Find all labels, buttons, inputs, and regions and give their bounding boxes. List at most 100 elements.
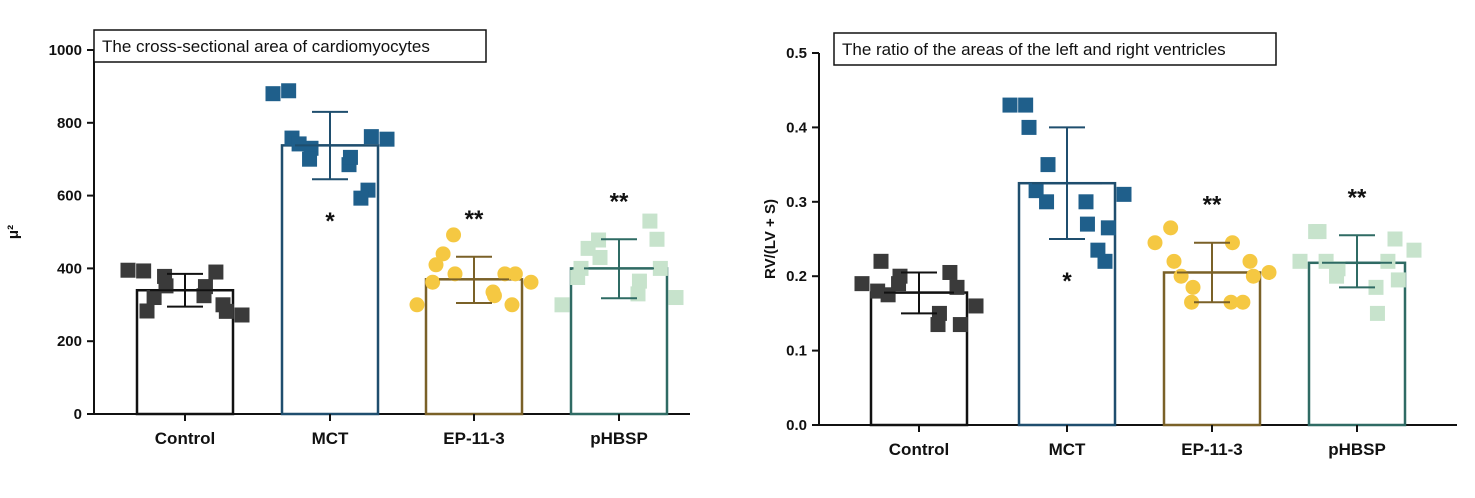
data-point bbox=[642, 213, 658, 229]
data-point bbox=[1002, 97, 1018, 113]
data-point bbox=[197, 279, 213, 295]
y-axis-label: RV/(LV + S) bbox=[762, 199, 779, 279]
data-point bbox=[1163, 220, 1179, 236]
y-tick-label: 0.5 bbox=[786, 45, 807, 62]
data-point bbox=[446, 227, 462, 243]
data-point bbox=[507, 266, 523, 282]
x-tick-label: EP-11-3 bbox=[1181, 440, 1242, 459]
y-axis-label: μ² bbox=[5, 225, 22, 239]
data-point bbox=[1173, 268, 1189, 284]
y-tick-label: 0 bbox=[74, 406, 82, 423]
data-point bbox=[1387, 231, 1403, 247]
data-point bbox=[1039, 194, 1055, 210]
data-point bbox=[291, 136, 307, 152]
data-point bbox=[234, 307, 250, 323]
y-tick-label: 600 bbox=[57, 188, 82, 205]
data-point bbox=[968, 298, 984, 314]
significance-label: ** bbox=[1348, 184, 1367, 211]
y-tick-label: 0.2 bbox=[786, 268, 807, 285]
data-point bbox=[952, 317, 968, 333]
data-point bbox=[1166, 253, 1182, 269]
chart-svg-left: 0 200 400 600 800 1000 μ² Control MCT * EP-11-3 ** p… bbox=[5, 29, 690, 448]
significance-label: ** bbox=[1203, 192, 1222, 219]
data-point bbox=[592, 249, 608, 265]
y-tick-label: 0.1 bbox=[786, 343, 807, 360]
chart-cross-sectional-area: 0 200 400 600 800 1000 μ² Control MCT * EP-11-3 ** p… bbox=[0, 0, 737, 493]
data-point bbox=[573, 260, 589, 276]
data-point bbox=[668, 290, 684, 306]
data-point bbox=[1147, 235, 1163, 251]
x-tick-label: Control bbox=[889, 440, 949, 459]
significance-label: ** bbox=[465, 206, 484, 233]
data-point bbox=[854, 276, 870, 292]
data-point bbox=[218, 303, 234, 319]
data-point bbox=[208, 264, 224, 280]
y-tick-label: 0.4 bbox=[786, 119, 808, 136]
data-point bbox=[1311, 224, 1327, 240]
data-point bbox=[1369, 305, 1385, 321]
data-point bbox=[649, 231, 665, 247]
data-point bbox=[1223, 294, 1239, 310]
x-tick-label: Control bbox=[155, 429, 215, 448]
chart-title: The cross-sectional area of cardiomyocyt… bbox=[102, 37, 430, 56]
data-point bbox=[265, 86, 281, 102]
data-point bbox=[1318, 253, 1334, 269]
data-point bbox=[1380, 253, 1396, 269]
data-point bbox=[949, 279, 965, 295]
data-point bbox=[497, 266, 513, 282]
data-point bbox=[447, 266, 463, 282]
data-point bbox=[1242, 253, 1258, 269]
data-point bbox=[873, 253, 889, 269]
significance-label: * bbox=[1062, 268, 1072, 295]
y-tick-label: 0.0 bbox=[786, 417, 807, 434]
data-point bbox=[1245, 268, 1261, 284]
data-point bbox=[1090, 242, 1106, 258]
data-point bbox=[1078, 194, 1094, 210]
data-point bbox=[486, 288, 502, 304]
data-point bbox=[435, 246, 451, 262]
data-point bbox=[1390, 272, 1406, 288]
data-point bbox=[428, 257, 444, 273]
data-point bbox=[931, 305, 947, 321]
data-point bbox=[1185, 279, 1201, 295]
chart-svg-right: 0.0 0.1 0.2 0.3 0.4 0.5 RV/(LV + S) Control MCT *… bbox=[762, 32, 1457, 459]
data-point bbox=[342, 149, 358, 165]
data-point bbox=[363, 129, 379, 145]
data-point bbox=[425, 274, 441, 290]
x-tick-label: pHBSP bbox=[1328, 440, 1386, 459]
data-point bbox=[1261, 264, 1277, 280]
x-tick-label: MCT bbox=[1049, 440, 1086, 459]
data-point bbox=[1184, 294, 1200, 310]
data-point bbox=[1292, 253, 1308, 269]
data-point bbox=[631, 273, 647, 289]
data-point bbox=[136, 263, 152, 279]
chart-title: The ratio of the areas of the left and r… bbox=[842, 40, 1226, 59]
data-point bbox=[1040, 157, 1056, 173]
significance-label: ** bbox=[610, 188, 629, 215]
data-point bbox=[1329, 268, 1345, 284]
y-tick-label: 1000 bbox=[49, 42, 82, 59]
data-point bbox=[1116, 186, 1132, 202]
data-point bbox=[1021, 119, 1037, 135]
data-point bbox=[523, 274, 539, 290]
data-point bbox=[1018, 97, 1034, 113]
data-point bbox=[1368, 279, 1384, 295]
data-point bbox=[157, 268, 173, 284]
chart-ventricle-ratio: 0.0 0.1 0.2 0.3 0.4 0.5 RV/(LV + S) Control MCT *… bbox=[737, 0, 1475, 493]
data-point bbox=[652, 260, 668, 276]
x-tick-label: MCT bbox=[312, 429, 349, 448]
chart-title-box bbox=[93, 29, 487, 63]
x-tick-label: EP-11-3 bbox=[443, 429, 504, 448]
data-point bbox=[139, 303, 155, 319]
data-point bbox=[409, 297, 425, 313]
y-tick-label: 0.3 bbox=[786, 194, 807, 211]
y-tick-label: 200 bbox=[57, 333, 82, 350]
data-point bbox=[1100, 220, 1116, 236]
data-point bbox=[281, 83, 297, 99]
data-point bbox=[1224, 235, 1240, 251]
data-point bbox=[504, 297, 520, 313]
data-point bbox=[302, 151, 318, 167]
y-tick-label: 800 bbox=[57, 115, 82, 132]
data-point bbox=[353, 190, 369, 206]
data-point bbox=[554, 297, 570, 313]
